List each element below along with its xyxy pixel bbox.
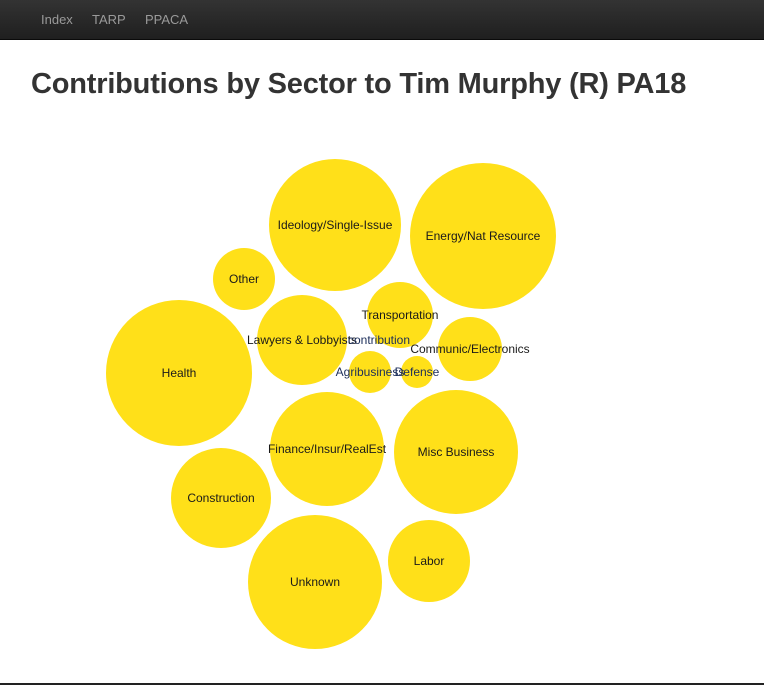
bubble-finance-insur-realest[interactable] [270,392,384,506]
bubble-circle[interactable] [438,317,502,381]
bubble-circle[interactable] [394,390,518,514]
bubble-label: Defense [395,365,440,379]
bubble-construction[interactable] [171,448,271,548]
bubble-health[interactable] [106,300,252,446]
bubble-label: Construction [187,491,254,505]
bubble-label: Unknown [290,575,340,589]
bubble-circle[interactable] [248,515,382,649]
bubble-label: Labor [414,554,445,568]
bubble-circle[interactable] [171,448,271,548]
bubble-agribusiness[interactable] [349,351,391,393]
bubble-label: Other [229,272,259,286]
bubble-circle[interactable] [257,295,347,385]
bubble-circle[interactable] [375,336,383,344]
bubble-contribution[interactable] [375,336,383,344]
bubble-defense[interactable] [401,356,433,388]
bubble-circle[interactable] [106,300,252,446]
bubble-lawyers-lobbyists[interactable] [257,295,347,385]
bubble-transportation[interactable] [367,282,433,348]
bubble-labor[interactable] [388,520,470,602]
bubble-label: Health [162,366,197,380]
bubble-circle[interactable] [213,248,275,310]
bubble-label: Finance/Insur/RealEst [268,442,387,456]
bubble-label: contribution [348,333,410,347]
bubble-energy-nat-resource[interactable] [410,163,556,309]
bubble-label: Misc Business [418,445,495,459]
bubble-label: Ideology/Single-Issue [278,218,393,232]
bubble-communic-electronics[interactable] [438,317,502,381]
nav-link-tarp[interactable]: TARP [92,12,126,27]
bubble-label: Lawyers & Lobbyists [247,333,357,347]
page-title: Contributions by Sector to Tim Murphy (R… [31,68,687,100]
bubble-label: Agribusiness [336,365,405,379]
bubble-label: Transportation [362,308,439,322]
bubble-circle[interactable] [410,163,556,309]
bubble-misc-business[interactable] [394,390,518,514]
bubble-unknown[interactable] [248,515,382,649]
nav-link-index[interactable]: Index [41,12,73,27]
bubble-ideology-single-issue[interactable] [269,159,401,291]
bubble-label: Energy/Nat Resource [426,229,541,243]
bubble-circle[interactable] [401,356,433,388]
bottom-border [0,683,764,685]
bubble-circle[interactable] [388,520,470,602]
bubble-circle[interactable] [349,351,391,393]
bubble-other[interactable] [213,248,275,310]
bubble-circle[interactable] [269,159,401,291]
bubble-circle[interactable] [367,282,433,348]
nav-link-ppaca[interactable]: PPACA [145,12,189,27]
bubble-label: Communic/Electronics [410,342,529,356]
bubble-circle[interactable] [270,392,384,506]
navbar: Index TARP PPACA [0,0,764,40]
